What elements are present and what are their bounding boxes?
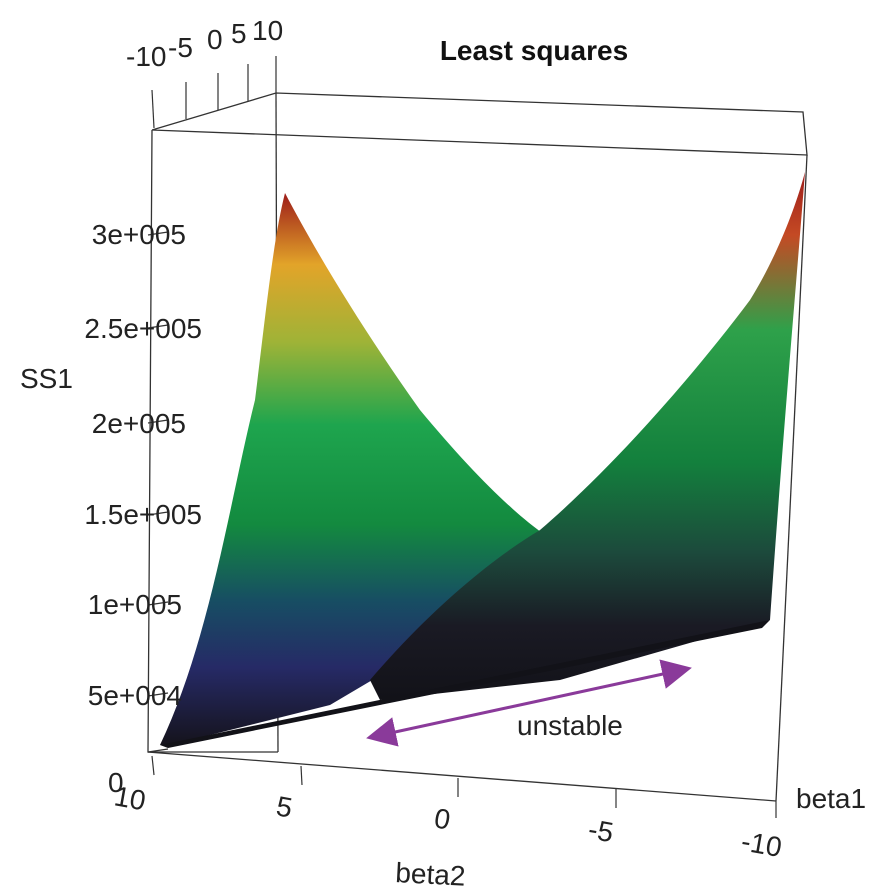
z-tick-label: 5e+004 xyxy=(88,680,182,711)
z-tick-3 xyxy=(147,511,169,516)
beta1-tick-label: 0 xyxy=(207,24,223,55)
surface xyxy=(160,172,805,748)
z-tick-1 xyxy=(147,692,169,697)
z-axis xyxy=(147,231,169,753)
z-tick-5 xyxy=(147,324,169,329)
chart-title: Least squares xyxy=(440,35,628,66)
unstable-annotation: unstable xyxy=(517,710,623,741)
surface-front-sheet xyxy=(370,172,805,700)
z-tick-label: 1.5e+005 xyxy=(84,499,202,530)
beta1-tick-label: -10 xyxy=(126,41,166,72)
z-axis-label: SS1 xyxy=(20,363,73,394)
beta1-tick-label: -5 xyxy=(168,32,193,63)
beta2-tick-labels: 10 5 0 -5 -10 xyxy=(112,780,784,863)
beta1-top-ticks xyxy=(151,56,277,129)
z-tick-2 xyxy=(147,601,169,606)
z-tick-label: 0 xyxy=(108,767,124,798)
beta2-ticks xyxy=(151,755,777,818)
z-tick-0 xyxy=(147,748,169,753)
beta2-tick-label: 5 xyxy=(274,790,295,823)
z-tick-label: 1e+005 xyxy=(88,589,182,620)
beta1-tick-label: 10 xyxy=(252,15,283,46)
z-tick-4 xyxy=(147,419,169,424)
beta2-axis-label: beta2 xyxy=(395,857,467,892)
beta2-tick-label: 10 xyxy=(112,780,148,816)
z-tick-label: 3e+005 xyxy=(92,219,186,250)
z-tick-6 xyxy=(147,231,169,236)
z-tick-label: 2e+005 xyxy=(92,408,186,439)
beta2-tick-label: 0 xyxy=(432,802,453,835)
unstable-arrow xyxy=(366,659,692,747)
z-tick-labels: 0 5e+004 1e+005 1.5e+005 2e+005 2.5e+005… xyxy=(84,219,202,798)
beta2-tick-label: -10 xyxy=(739,825,784,863)
beta1-top-tick-labels: -10 -5 0 5 10 xyxy=(126,15,283,72)
z-tick-label: 2.5e+005 xyxy=(84,313,202,344)
beta2-tick-label: -5 xyxy=(586,813,616,848)
beta1-axis-label: beta1 xyxy=(796,783,866,814)
beta1-tick-label: 5 xyxy=(231,18,247,49)
